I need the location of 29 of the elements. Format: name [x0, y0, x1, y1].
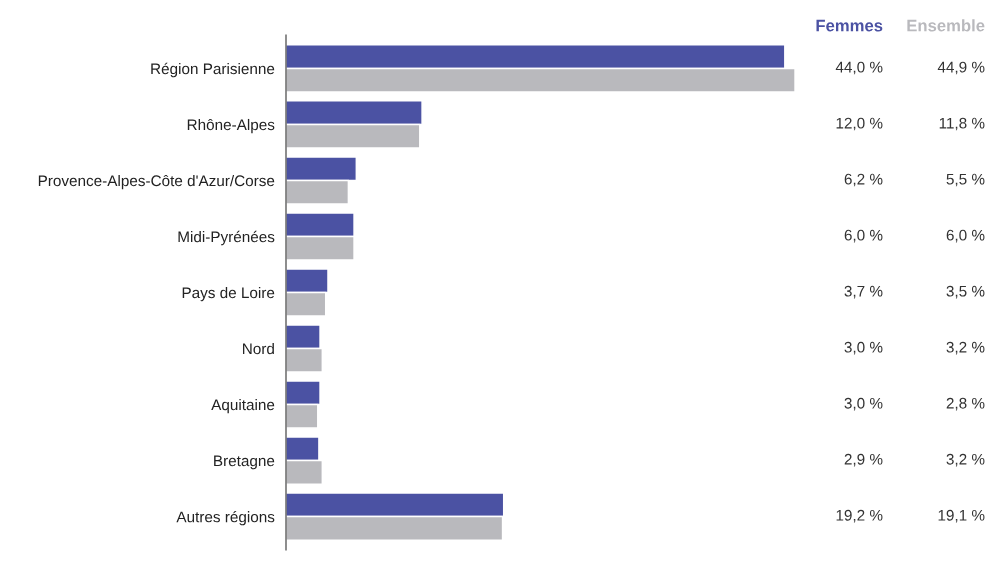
y-tick-label: Bretagne: [214, 455, 275, 470]
text: Ensemble: [907, 19, 985, 32]
data-label: 5,5 %: [946, 173, 985, 187]
y-tick-label: Midi-Pyrénées: [178, 230, 275, 246]
data-label: 3,5 %: [946, 285, 985, 299]
data-label: 12,0 %: [836, 117, 883, 131]
data-label: 3,2 %: [946, 453, 985, 467]
data-label: 6,2 %: [844, 173, 883, 187]
data-label: 19,1 %: [938, 509, 985, 523]
data-label: 44,0 %: [835, 61, 883, 75]
data-label: 3,0 %: [844, 397, 883, 411]
data-label: 3,2 %: [946, 341, 985, 355]
data-label: 19,2 %: [836, 509, 883, 523]
y-tick-label: Provence-Alpes-Côte d'Azur/Corse: [38, 174, 275, 190]
data-label: 2,8 %: [946, 397, 985, 411]
data-label: 11,8 %: [939, 117, 985, 131]
y-tick-label: Autres régions: [176, 510, 275, 526]
data-label: 3,0 %: [844, 341, 883, 355]
y-tick-label: Rhône-Alpes: [187, 118, 275, 134]
data-label: 6,0 %: [844, 229, 883, 243]
y-tick-label: Région Parisienne: [151, 62, 275, 78]
data-label: 3,7 %: [844, 285, 883, 299]
data-label: 6,0 %: [946, 229, 985, 243]
y-tick-label: Aquitaine: [211, 399, 275, 414]
text: Femmes: [816, 19, 883, 32]
y-tick-label: Pays de Loire: [182, 286, 275, 302]
data-label: 2,9 %: [844, 453, 883, 467]
data-label: 44,9 %: [937, 61, 985, 75]
y-tick-label: Nord: [243, 342, 274, 355]
